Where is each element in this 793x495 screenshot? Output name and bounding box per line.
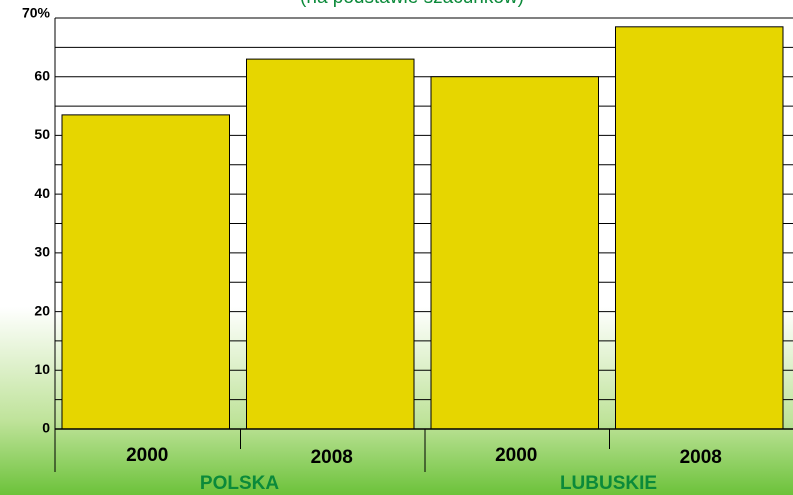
bar: [246, 58, 415, 430]
y-tick-label: 10: [34, 361, 50, 377]
x-tick-label: 2008: [311, 447, 353, 468]
y-tick-label: 30: [34, 244, 50, 260]
group-label: POLSKA: [200, 473, 279, 494]
bar: [61, 114, 230, 430]
y-tick-label: 20: [34, 302, 50, 318]
bar: [430, 76, 599, 430]
x-tick-label: 2008: [680, 447, 722, 468]
y-tick-label: 60: [34, 67, 50, 83]
x-tick-label: 2000: [126, 445, 168, 466]
y-tick-label: 70%: [22, 5, 51, 21]
y-tick-label: 50: [34, 126, 50, 142]
bar: [615, 26, 784, 430]
group-label: LUBUSKIE: [560, 473, 657, 494]
y-tick-label: 40: [34, 185, 50, 201]
chart-subtitle: (na podstawie szacunków): [300, 0, 524, 8]
plot: 0 10 20 30 40 50 60 70% 2000 2008 2000 2008 POLSKA LU…: [22, 5, 793, 494]
y-tick-label: 0: [42, 420, 50, 436]
x-tick-label: 2000: [495, 445, 537, 466]
